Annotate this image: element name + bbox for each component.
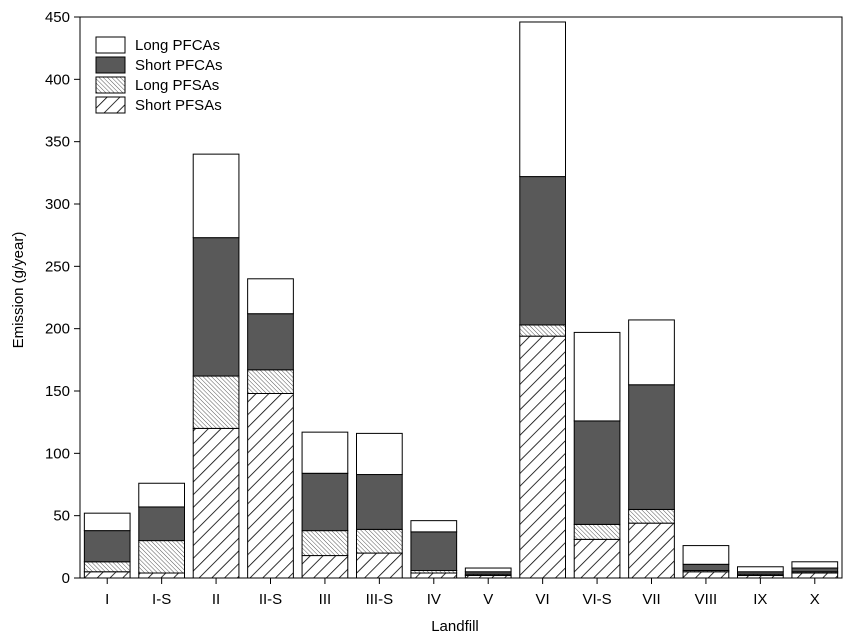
x-tick-label: VII	[642, 591, 660, 608]
bar-iii-short-pfsas	[301, 555, 349, 579]
bar-ii-s-short-pfsas	[247, 392, 294, 579]
bar-iv-long-pfcas	[410, 520, 458, 533]
y-tick-label: 350	[45, 134, 70, 151]
bar-vi-short-pfsas	[519, 335, 567, 579]
bar-iii-long-pfcas	[301, 431, 349, 474]
bars-layer	[79, 16, 843, 579]
legend-label-short-pfsas: Short PFSAs	[135, 97, 222, 114]
x-axis: I I-S II II-S III III-S IV V VI VI-S VII VIII IX X	[105, 578, 820, 608]
x-tick-label: X	[810, 591, 820, 608]
bar-i-s-short-pfsas	[138, 572, 185, 579]
x-tick-label: III-S	[366, 591, 394, 608]
bar-ix-long-pfcas	[737, 566, 784, 573]
bar-ii-s-long-pfcas	[247, 278, 294, 315]
y-tick-label: 150	[45, 383, 70, 400]
bar-i-short-pfsas	[83, 571, 131, 579]
bar-ii-short-pfcas	[192, 237, 240, 377]
bar-i-s-long-pfcas	[138, 482, 185, 508]
bar-iii-short-pfcas	[301, 472, 349, 532]
bar-ii-short-pfsas	[192, 427, 240, 579]
bar-viii-short-pfcas	[682, 563, 730, 572]
bar-viii-long-pfcas	[682, 545, 730, 565]
bar-vi-long-pfcas	[519, 21, 567, 178]
y-tick-label: 450	[45, 9, 70, 26]
y-axis-title: Emission (g/year)	[10, 232, 27, 349]
bar-vi-long-pfsas	[519, 324, 567, 337]
bar-iii-s-short-pfsas	[356, 552, 403, 579]
bar-x-short-pfcas	[791, 567, 839, 573]
bar-i-long-pfsas	[83, 561, 131, 573]
y-axis: 0 50 100 150 200 250 300 350 400 450	[45, 9, 80, 587]
bar-ii-long-pfcas	[192, 153, 240, 239]
bar-ii-s-short-pfcas	[247, 313, 294, 371]
x-tick-label: VIII	[695, 591, 718, 608]
x-tick-label: II-S	[259, 591, 282, 608]
bar-vi-s-short-pfcas	[573, 420, 621, 525]
y-tick-label: 50	[53, 508, 70, 525]
bar-vii-long-pfcas	[628, 319, 675, 386]
x-tick-label: III	[319, 591, 332, 608]
legend: Long PFCAs Short PFCAs Long PFSAs Short PFS…	[95, 36, 223, 114]
x-tick-label: IV	[427, 591, 441, 608]
bar-iv-short-pfsas	[410, 572, 458, 579]
bar-vi-s-long-pfcas	[573, 331, 621, 422]
legend-swatch-long-pfsas	[95, 76, 126, 94]
bar-ii-s-long-pfsas	[247, 369, 294, 394]
bar-vi-s-long-pfsas	[573, 523, 621, 540]
bar-i-long-pfcas	[83, 512, 131, 532]
plot-frame	[79, 16, 843, 579]
bar-i-s-long-pfsas	[138, 540, 185, 574]
x-tick-label: IX	[753, 591, 767, 608]
legend-swatch-short-pfsas	[95, 96, 126, 114]
y-tick-label: 400	[45, 71, 70, 88]
x-tick-label: I	[105, 591, 109, 608]
x-tick-label: V	[483, 591, 493, 608]
legend-swatch-short-pfcas	[95, 56, 126, 74]
y-tick-label: 300	[45, 196, 70, 213]
bar-vii-long-pfsas	[628, 508, 675, 524]
y-tick-label: 200	[45, 321, 70, 338]
bar-vi-s-short-pfsas	[573, 538, 621, 579]
legend-label-long-pfsas: Long PFSAs	[135, 77, 219, 94]
bar-vii-short-pfcas	[628, 384, 675, 510]
bar-ii-long-pfsas	[192, 375, 240, 429]
y-tick-label: 100	[45, 445, 70, 462]
bar-iii-s-short-pfcas	[356, 474, 403, 530]
bar-iv-short-pfcas	[410, 531, 458, 572]
y-tick-label: 0	[62, 570, 70, 587]
bar-x-short-pfsas	[791, 572, 839, 579]
x-tick-label: VI-S	[582, 591, 611, 608]
bar-vii-short-pfsas	[628, 522, 675, 579]
bar-vi-short-pfcas	[519, 176, 567, 326]
bar-v-long-pfcas	[464, 567, 512, 573]
y-tick-label: 250	[45, 258, 70, 275]
bar-iii-s-long-pfsas	[356, 528, 403, 554]
x-tick-label: VI	[536, 591, 550, 608]
bar-iii-s-long-pfcas	[356, 432, 403, 476]
x-axis-title: Landfill	[431, 618, 479, 635]
legend-label-short-pfcas: Short PFCAs	[135, 57, 223, 74]
legend-swatch-long-pfcas	[95, 36, 126, 54]
bar-x-long-pfcas	[791, 561, 839, 569]
legend-label-long-pfcas: Long PFCAs	[135, 37, 220, 54]
x-tick-label: II	[212, 591, 220, 608]
x-tick-label: I-S	[152, 591, 171, 608]
bar-i-s-short-pfcas	[138, 506, 185, 542]
bar-iii-long-pfsas	[301, 530, 349, 557]
bar-viii-short-pfsas	[682, 571, 730, 579]
bar-i-short-pfcas	[83, 530, 131, 563]
